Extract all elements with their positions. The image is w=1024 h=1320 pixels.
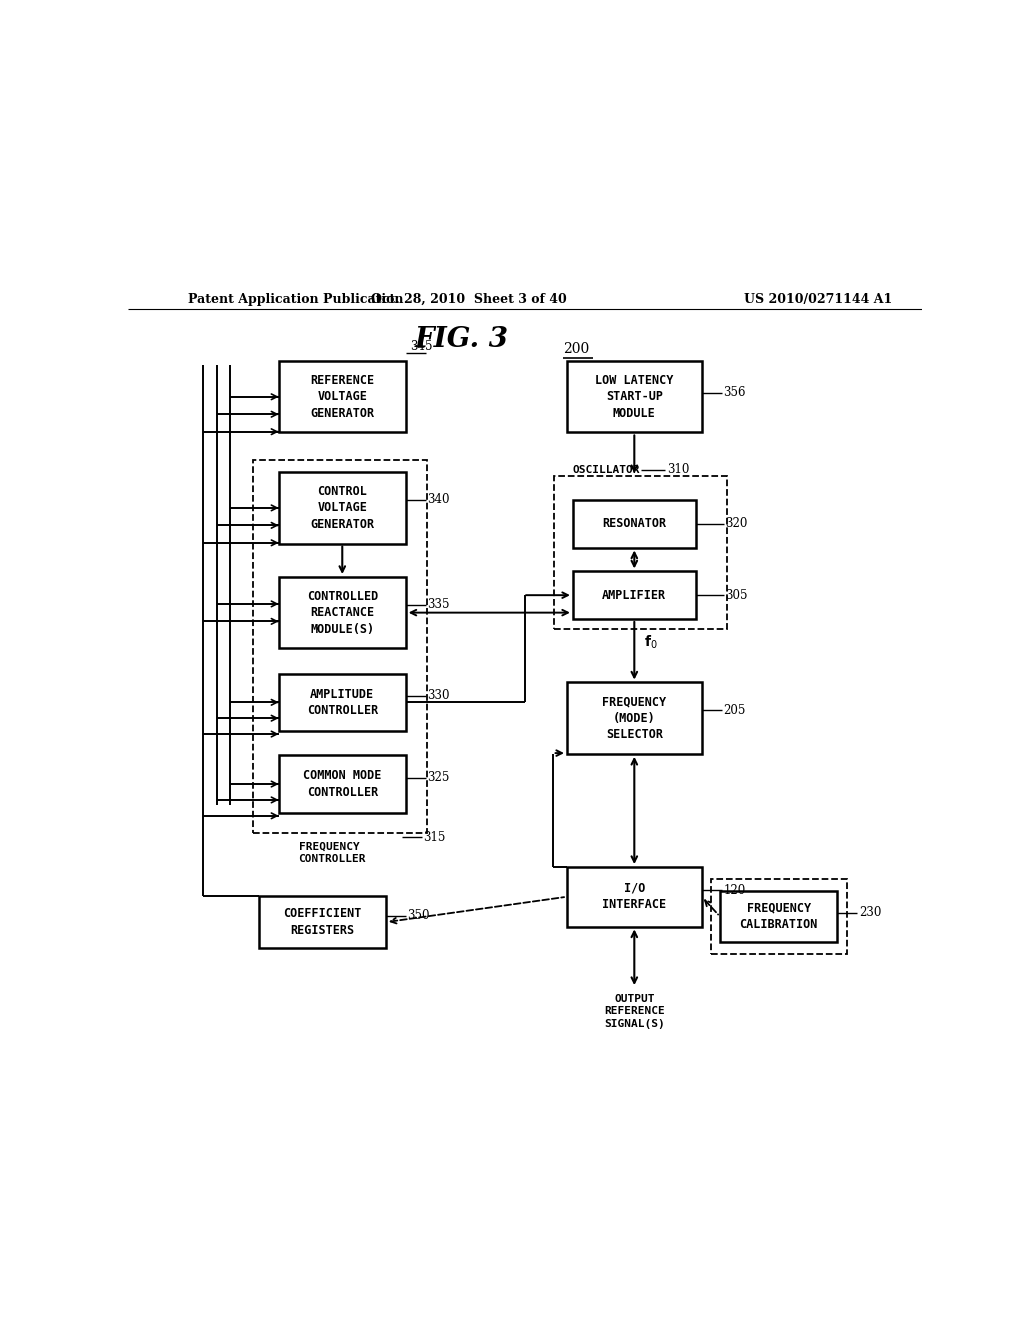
FancyBboxPatch shape [720, 891, 838, 942]
Text: Patent Application Publication: Patent Application Publication [187, 293, 403, 306]
Text: 356: 356 [723, 387, 745, 400]
Text: 350: 350 [408, 909, 430, 923]
FancyBboxPatch shape [279, 577, 406, 648]
Text: 335: 335 [427, 598, 450, 611]
FancyBboxPatch shape [259, 896, 386, 948]
Text: 345: 345 [410, 341, 432, 354]
FancyBboxPatch shape [572, 572, 696, 619]
Text: 230: 230 [859, 906, 882, 919]
Text: 205: 205 [723, 704, 745, 717]
Text: 330: 330 [427, 689, 450, 702]
Text: FREQUENCY
CONTROLLER: FREQUENCY CONTROLLER [299, 841, 367, 863]
Text: COEFFICIENT
REGISTERS: COEFFICIENT REGISTERS [284, 907, 361, 937]
Text: I/O
INTERFACE: I/O INTERFACE [602, 882, 667, 912]
Text: 340: 340 [427, 494, 450, 507]
FancyBboxPatch shape [567, 362, 701, 433]
Text: Oct. 28, 2010  Sheet 3 of 40: Oct. 28, 2010 Sheet 3 of 40 [372, 293, 567, 306]
FancyBboxPatch shape [279, 473, 406, 544]
Text: CONTROLLED
REACTANCE
MODULE(S): CONTROLLED REACTANCE MODULE(S) [306, 590, 378, 636]
FancyBboxPatch shape [279, 673, 406, 731]
Text: AMPLITUDE
CONTROLLER: AMPLITUDE CONTROLLER [306, 688, 378, 717]
Text: OSCILLATOR: OSCILLATOR [572, 465, 640, 475]
Text: 320: 320 [725, 517, 748, 531]
Text: RESONATOR: RESONATOR [602, 517, 667, 531]
Text: FIG. 3: FIG. 3 [415, 326, 508, 354]
FancyBboxPatch shape [279, 362, 406, 433]
Text: REFERENCE
VOLTAGE
GENERATOR: REFERENCE VOLTAGE GENERATOR [310, 374, 375, 420]
FancyBboxPatch shape [279, 755, 406, 813]
FancyBboxPatch shape [567, 682, 701, 754]
Text: US 2010/0271144 A1: US 2010/0271144 A1 [744, 293, 893, 306]
Text: COMMON MODE
CONTROLLER: COMMON MODE CONTROLLER [303, 770, 382, 799]
FancyBboxPatch shape [572, 500, 696, 548]
Text: 120: 120 [723, 884, 745, 896]
Text: $\mathbf{f}_0$: $\mathbf{f}_0$ [644, 634, 657, 652]
Text: AMPLIFIER: AMPLIFIER [602, 589, 667, 602]
Text: 305: 305 [725, 589, 748, 602]
Text: FREQUENCY
(MODE)
SELECTOR: FREQUENCY (MODE) SELECTOR [602, 696, 667, 742]
Text: FREQUENCY
CALIBRATION: FREQUENCY CALIBRATION [739, 902, 818, 932]
Text: 310: 310 [667, 463, 689, 477]
Text: 315: 315 [423, 830, 445, 843]
Text: 325: 325 [427, 771, 450, 784]
Text: LOW LATENCY
START-UP
MODULE: LOW LATENCY START-UP MODULE [595, 374, 674, 420]
Text: OUTPUT
REFERENCE
SIGNAL(S): OUTPUT REFERENCE SIGNAL(S) [604, 994, 665, 1030]
Text: 200: 200 [563, 342, 589, 355]
Text: CONTROL
VOLTAGE
GENERATOR: CONTROL VOLTAGE GENERATOR [310, 484, 375, 531]
FancyBboxPatch shape [567, 867, 701, 927]
